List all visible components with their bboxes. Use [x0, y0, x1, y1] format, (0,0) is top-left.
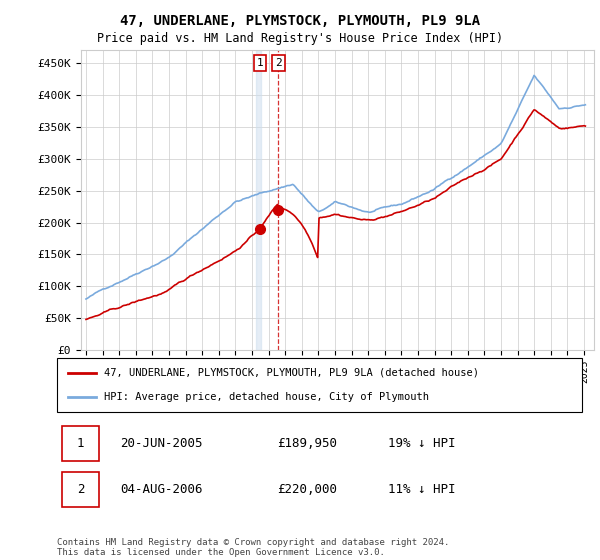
FancyBboxPatch shape — [57, 358, 582, 412]
Text: 47, UNDERLANE, PLYMSTOCK, PLYMOUTH, PL9 9LA (detached house): 47, UNDERLANE, PLYMSTOCK, PLYMOUTH, PL9 … — [104, 368, 479, 378]
Text: 2: 2 — [77, 483, 85, 496]
Text: 47, UNDERLANE, PLYMSTOCK, PLYMOUTH, PL9 9LA: 47, UNDERLANE, PLYMSTOCK, PLYMOUTH, PL9 … — [120, 14, 480, 28]
Text: 11% ↓ HPI: 11% ↓ HPI — [388, 483, 455, 496]
Text: 20-JUN-2005: 20-JUN-2005 — [120, 437, 203, 450]
Bar — [256, 50, 261, 350]
FancyBboxPatch shape — [62, 426, 99, 461]
Text: 19% ↓ HPI: 19% ↓ HPI — [388, 437, 455, 450]
Text: £189,950: £189,950 — [277, 437, 337, 450]
Text: 04-AUG-2006: 04-AUG-2006 — [120, 483, 203, 496]
Text: 1: 1 — [77, 437, 85, 450]
Text: 2: 2 — [275, 58, 282, 68]
FancyBboxPatch shape — [62, 472, 99, 507]
Text: HPI: Average price, detached house, City of Plymouth: HPI: Average price, detached house, City… — [104, 392, 429, 402]
Text: Price paid vs. HM Land Registry's House Price Index (HPI): Price paid vs. HM Land Registry's House … — [97, 32, 503, 45]
Text: 1: 1 — [256, 58, 263, 68]
Text: Contains HM Land Registry data © Crown copyright and database right 2024.
This d: Contains HM Land Registry data © Crown c… — [57, 538, 449, 557]
Text: £220,000: £220,000 — [277, 483, 337, 496]
